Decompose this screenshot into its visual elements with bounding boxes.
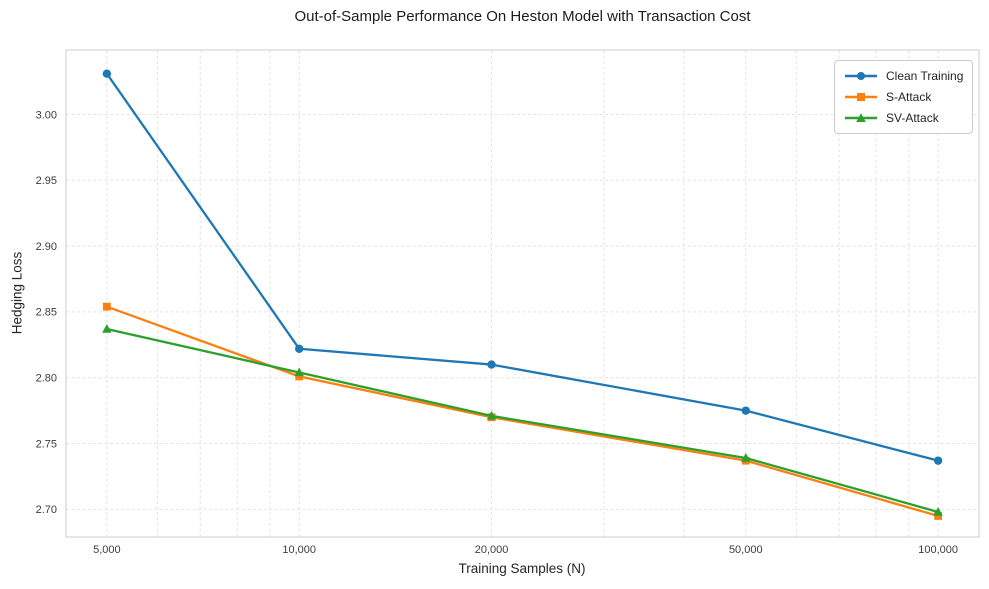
y-axis-label: Hedging Loss — [9, 251, 25, 335]
gridlines — [66, 50, 979, 537]
s-attack-line-square-icon — [845, 93, 877, 101]
chart-title: Out-of-Sample Performance On Heston Mode… — [294, 8, 751, 25]
sv-attack-line-triangle-icon — [845, 113, 877, 122]
axes-spines — [65, 49, 980, 538]
svg-text:2.75: 2.75 — [36, 438, 57, 450]
series-s-attack — [102, 302, 943, 520]
series-sv-attack — [102, 324, 943, 516]
legend-label-clean-training: Clean Training — [886, 69, 964, 83]
legend-item-s-attack: S-Attack — [843, 88, 964, 106]
svg-text:2.70: 2.70 — [36, 504, 57, 516]
clean-training-line-circle-icon — [845, 72, 877, 80]
svg-text:20,000: 20,000 — [475, 544, 509, 556]
legend-label-sv-attack: SV-Attack — [886, 111, 939, 125]
svg-text:2.95: 2.95 — [36, 175, 57, 187]
svg-text:10,000: 10,000 — [282, 544, 316, 556]
svg-text:100,000: 100,000 — [918, 544, 958, 556]
legend-label-s-attack: S-Attack — [886, 90, 932, 104]
x-tick-labels: 5,000 10,000 20,000 50,000 100,000 — [93, 544, 958, 556]
y-tick-labels: 2.70 2.75 2.80 2.85 2.90 2.95 3.00 — [36, 109, 57, 516]
legend: Clean Training S-Attack SV-Attack — [834, 60, 973, 134]
x-axis-label: Training Samples (N) — [458, 561, 586, 576]
svg-text:3.00: 3.00 — [36, 109, 57, 121]
svg-text:2.85: 2.85 — [36, 307, 57, 319]
svg-text:5,000: 5,000 — [93, 544, 121, 556]
legend-item-clean-training: Clean Training — [843, 67, 964, 85]
series-clean-training — [102, 69, 943, 465]
svg-text:50,000: 50,000 — [729, 544, 763, 556]
svg-text:2.90: 2.90 — [36, 241, 57, 253]
legend-item-sv-attack: SV-Attack — [843, 109, 964, 127]
svg-text:2.80: 2.80 — [36, 373, 57, 385]
